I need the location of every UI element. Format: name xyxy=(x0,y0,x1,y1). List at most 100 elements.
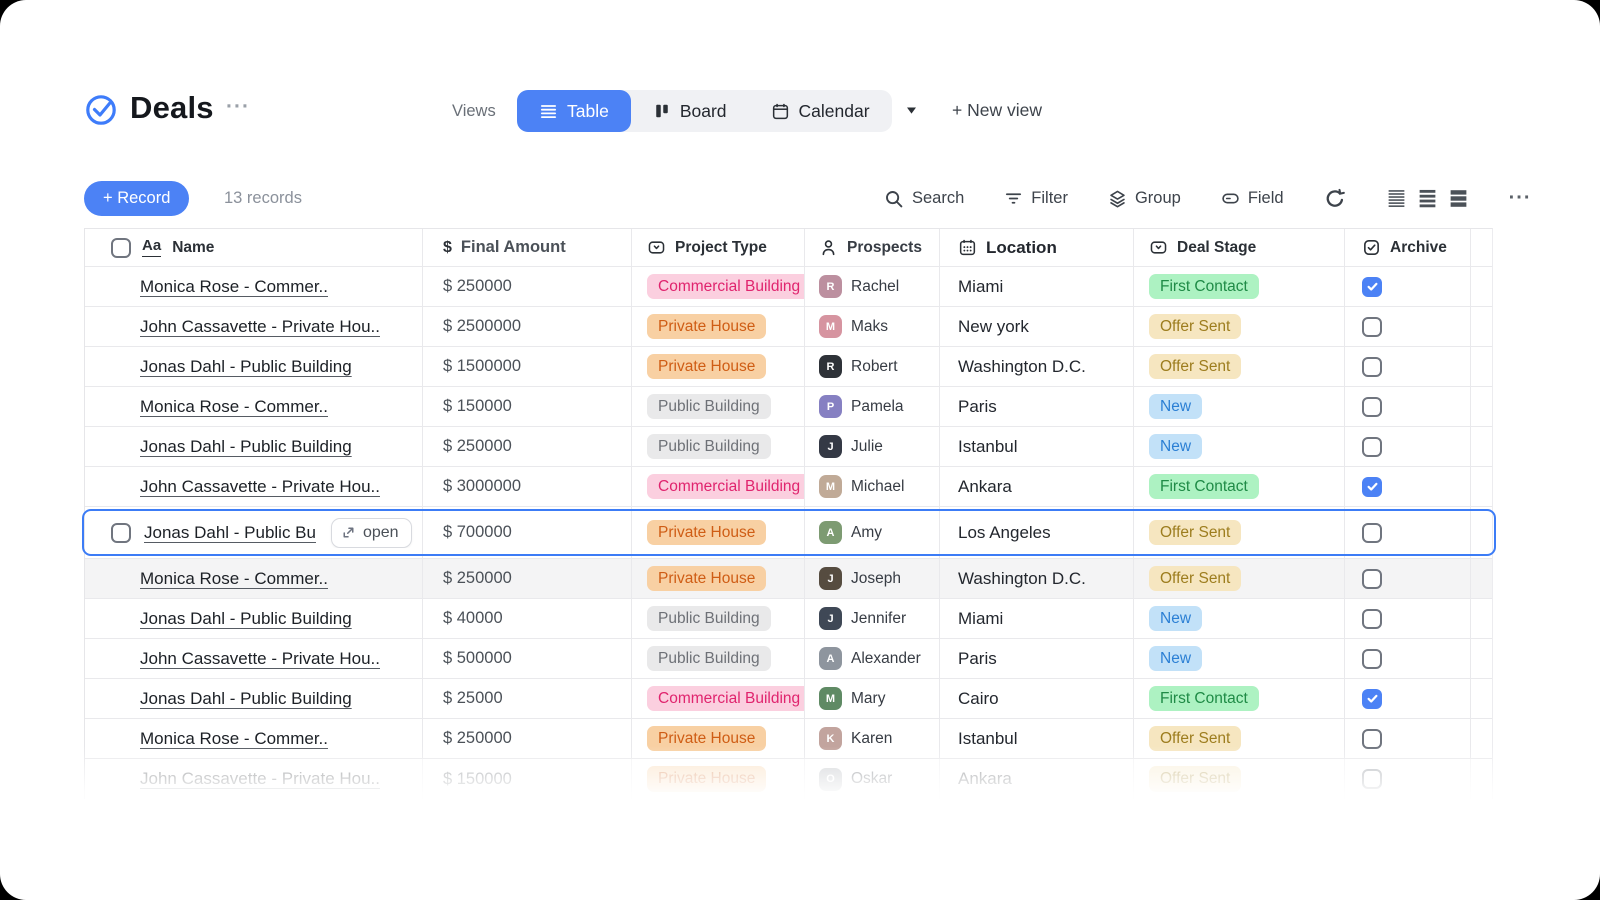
tab-table[interactable]: Table xyxy=(517,90,631,132)
deal-stage-cell[interactable]: Offer Sent xyxy=(1134,759,1345,799)
archive-checkbox[interactable] xyxy=(1362,276,1382,297)
archive-checkbox[interactable] xyxy=(1362,648,1382,669)
project-type-cell[interactable]: Commercial Building xyxy=(632,679,805,719)
table-row[interactable]: Monica Rose - Commer.. $ 250000 Private Ho… xyxy=(85,719,1492,759)
name-cell[interactable]: Jonas Dahl - Public Building xyxy=(85,599,423,639)
project-type-cell[interactable]: Commercial Building xyxy=(632,267,805,307)
final-amount-cell[interactable]: $ 1500000 xyxy=(423,347,632,387)
name-cell[interactable]: Monica Rose - Commer.. xyxy=(85,267,423,307)
location-cell[interactable]: Paris xyxy=(940,639,1134,679)
open-record-button[interactable]: open xyxy=(330,517,412,548)
name-cell[interactable]: Jonas Dahl - Public Building xyxy=(85,679,423,719)
prospects-cell[interactable]: R Rachel xyxy=(805,267,940,307)
deal-stage-cell[interactable]: First Contact xyxy=(1134,467,1345,507)
location-cell[interactable]: Miami xyxy=(940,599,1134,639)
prospects-cell[interactable]: M Michael xyxy=(805,467,940,507)
column-header-project-type[interactable]: Project Type xyxy=(632,229,805,267)
archive-checkbox[interactable] xyxy=(1362,608,1382,629)
record-name-link[interactable]: Jonas Dahl - Public Building xyxy=(140,688,352,708)
deal-stage-cell[interactable]: New xyxy=(1134,387,1345,427)
archive-checkbox[interactable] xyxy=(1362,769,1382,789)
location-cell[interactable]: Ankara xyxy=(940,759,1134,799)
archive-cell[interactable] xyxy=(1345,639,1471,679)
row-height-large-icon[interactable] xyxy=(1448,188,1469,209)
project-type-cell[interactable]: Public Building xyxy=(632,387,805,427)
prospects-cell[interactable]: A Alexander xyxy=(805,639,940,679)
prospects-cell[interactable]: K Karen xyxy=(805,719,940,759)
column-header-location[interactable]: Location xyxy=(940,229,1134,267)
archive-checkbox[interactable] xyxy=(1362,476,1382,497)
deal-stage-cell[interactable]: New xyxy=(1134,427,1345,467)
final-amount-cell[interactable]: $ 250000 xyxy=(423,559,632,599)
name-cell[interactable]: John Cassavette - Private Hou.. xyxy=(85,467,423,507)
record-name-link[interactable]: Monica Rose - Commer.. xyxy=(140,728,328,748)
name-cell[interactable]: Monica Rose - Commer.. xyxy=(85,719,423,759)
column-header-name[interactable]: Aa Name xyxy=(85,229,423,267)
prospects-cell[interactable]: O Oskar xyxy=(805,759,940,799)
deal-stage-cell[interactable]: Offer Sent xyxy=(1134,507,1345,559)
table-row[interactable]: Jonas Dahl - Public Building $ 250000 Publ… xyxy=(85,427,1492,467)
final-amount-cell[interactable]: $ 250000 xyxy=(423,719,632,759)
deal-stage-cell[interactable]: Offer Sent xyxy=(1134,347,1345,387)
name-cell[interactable]: John Cassavette - Private Hou.. xyxy=(85,307,423,347)
location-cell[interactable]: Paris xyxy=(940,387,1134,427)
archive-cell[interactable] xyxy=(1345,307,1471,347)
project-type-cell[interactable]: Private House xyxy=(632,307,805,347)
record-name-link[interactable]: John Cassavette - Private Hou.. xyxy=(140,769,381,788)
final-amount-cell[interactable]: $ 150000 xyxy=(423,759,632,799)
project-type-cell[interactable]: Private House xyxy=(632,559,805,599)
table-row[interactable]: Jonas Dahl - Public Building $ 1500000 Pri… xyxy=(85,347,1492,387)
location-cell[interactable]: Cairo xyxy=(940,679,1134,719)
table-row[interactable]: Jonas Dahl - Public Building $ 40000 Publi… xyxy=(85,599,1492,639)
table-row[interactable]: John Cassavette - Private Hou.. $ 500000 P… xyxy=(85,639,1492,679)
record-name-link[interactable]: Jonas Dahl - Public Building xyxy=(140,436,352,456)
archive-cell[interactable] xyxy=(1345,679,1471,719)
final-amount-cell[interactable]: $ 700000 xyxy=(423,507,632,559)
archive-checkbox[interactable] xyxy=(1362,316,1382,337)
location-cell[interactable]: Ankara xyxy=(940,467,1134,507)
toolbar-more-menu[interactable]: ··· xyxy=(1508,187,1532,209)
table-row[interactable]: John Cassavette - Private Hou.. $ 2500000… xyxy=(85,307,1492,347)
project-type-cell[interactable]: Public Building xyxy=(632,639,805,679)
record-name-link[interactable]: Jonas Dahl - Public Building xyxy=(140,356,352,376)
archive-checkbox[interactable] xyxy=(1362,396,1382,417)
final-amount-cell[interactable]: $ 150000 xyxy=(423,387,632,427)
archive-checkbox[interactable] xyxy=(1362,568,1382,589)
record-name-link[interactable]: Monica Rose - Commer.. xyxy=(140,276,328,296)
prospects-cell[interactable]: J Julie xyxy=(805,427,940,467)
refresh-icon[interactable] xyxy=(1324,188,1346,210)
archive-checkbox[interactable] xyxy=(1362,436,1382,457)
prospects-cell[interactable]: A Amy xyxy=(805,507,940,559)
final-amount-cell[interactable]: $ 250000 xyxy=(423,427,632,467)
name-cell[interactable]: Jonas Dahl - Public Building xyxy=(85,427,423,467)
record-name-link[interactable]: Jonas Dahl - Public Bu xyxy=(144,522,316,542)
deal-stage-cell[interactable]: Offer Sent xyxy=(1134,307,1345,347)
archive-cell[interactable] xyxy=(1345,599,1471,639)
location-cell[interactable]: Miami xyxy=(940,267,1134,307)
deal-stage-cell[interactable]: First Contact xyxy=(1134,679,1345,719)
prospects-cell[interactable]: P Pamela xyxy=(805,387,940,427)
final-amount-cell[interactable]: $ 3000000 xyxy=(423,467,632,507)
name-cell[interactable]: Monica Rose - Commer.. xyxy=(85,387,423,427)
deal-stage-cell[interactable]: New xyxy=(1134,639,1345,679)
record-name-link[interactable]: Monica Rose - Commer.. xyxy=(140,396,328,416)
column-header-final-amount[interactable]: $ Final Amount xyxy=(423,229,632,267)
record-name-link[interactable]: John Cassavette - Private Hou.. xyxy=(140,316,381,336)
final-amount-cell[interactable]: $ 250000 xyxy=(423,267,632,307)
add-record-button[interactable]: + Record xyxy=(84,181,190,216)
table-row[interactable]: Jonas Dahl - Public Bu open $ 700000 Privat… xyxy=(82,507,1496,559)
record-name-link[interactable]: Monica Rose - Commer.. xyxy=(140,568,328,588)
final-amount-cell[interactable]: $ 40000 xyxy=(423,599,632,639)
prospects-cell[interactable]: M Maks xyxy=(805,307,940,347)
archive-cell[interactable] xyxy=(1345,347,1471,387)
record-name-link[interactable]: John Cassavette - Private Hou.. xyxy=(140,476,381,496)
prospects-cell[interactable]: M Mary xyxy=(805,679,940,719)
project-type-cell[interactable]: Private House xyxy=(632,759,805,799)
column-header-prospects[interactable]: Prospects xyxy=(805,229,940,267)
name-cell[interactable]: Jonas Dahl - Public Bu open xyxy=(85,507,423,559)
table-row[interactable]: Monica Rose - Commer.. $ 250000 Private Ho… xyxy=(85,559,1492,599)
new-view-button[interactable]: + New view xyxy=(952,100,1042,120)
column-header-deal-stage[interactable]: Deal Stage xyxy=(1134,229,1345,267)
name-cell[interactable]: Jonas Dahl - Public Building xyxy=(85,347,423,387)
name-cell[interactable]: Monica Rose - Commer.. xyxy=(85,559,423,599)
